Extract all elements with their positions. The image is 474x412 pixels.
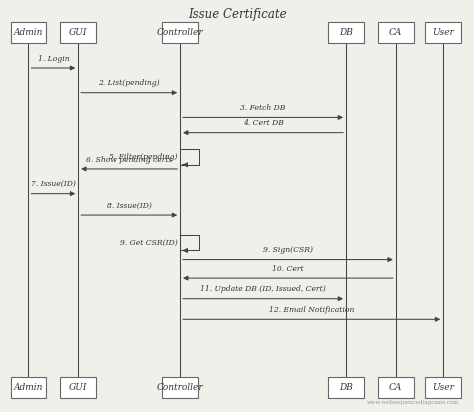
Text: 3. Fetch DB: 3. Fetch DB [240, 104, 286, 112]
FancyBboxPatch shape [328, 22, 364, 43]
Text: User: User [432, 28, 454, 37]
Text: DB: DB [339, 383, 353, 392]
Text: User: User [432, 383, 454, 392]
FancyBboxPatch shape [328, 377, 364, 398]
Text: 10. Cert: 10. Cert [272, 265, 304, 273]
Text: 8. Issue(ID): 8. Issue(ID) [107, 202, 152, 210]
Text: Controller: Controller [157, 28, 203, 37]
FancyBboxPatch shape [10, 22, 46, 43]
FancyBboxPatch shape [426, 22, 461, 43]
FancyBboxPatch shape [378, 377, 413, 398]
FancyBboxPatch shape [61, 377, 96, 398]
Text: Issue Certificate: Issue Certificate [188, 8, 286, 21]
Text: CA: CA [389, 28, 402, 37]
Text: 12. Email Notification: 12. Email Notification [269, 306, 355, 314]
Text: www.websequencediagrams.com: www.websequencediagrams.com [367, 400, 460, 405]
Text: CA: CA [389, 383, 402, 392]
FancyBboxPatch shape [10, 377, 46, 398]
Text: 11. Update DB (ID, Issued, Cert): 11. Update DB (ID, Issued, Cert) [200, 286, 326, 293]
Text: 4. Cert DB: 4. Cert DB [243, 119, 283, 127]
Text: 6. Show pending certs: 6. Show pending certs [86, 156, 173, 164]
Text: 5. Filter(pending): 5. Filter(pending) [109, 153, 178, 161]
Text: GUI: GUI [69, 28, 87, 37]
FancyBboxPatch shape [378, 22, 413, 43]
FancyBboxPatch shape [162, 22, 198, 43]
Text: Controller: Controller [157, 383, 203, 392]
Text: 1. Login: 1. Login [37, 55, 69, 63]
Text: 2. List(pending): 2. List(pending) [98, 80, 160, 87]
Text: 9. Get CSR(ID): 9. Get CSR(ID) [120, 239, 178, 247]
Text: DB: DB [339, 28, 353, 37]
Text: GUI: GUI [69, 383, 87, 392]
Text: Admin: Admin [14, 28, 43, 37]
FancyBboxPatch shape [61, 22, 96, 43]
FancyBboxPatch shape [162, 377, 198, 398]
Text: 9. Sign(CSR): 9. Sign(CSR) [263, 246, 313, 254]
Text: 7. Issue(ID): 7. Issue(ID) [31, 180, 76, 188]
Text: Admin: Admin [14, 383, 43, 392]
FancyBboxPatch shape [426, 377, 461, 398]
